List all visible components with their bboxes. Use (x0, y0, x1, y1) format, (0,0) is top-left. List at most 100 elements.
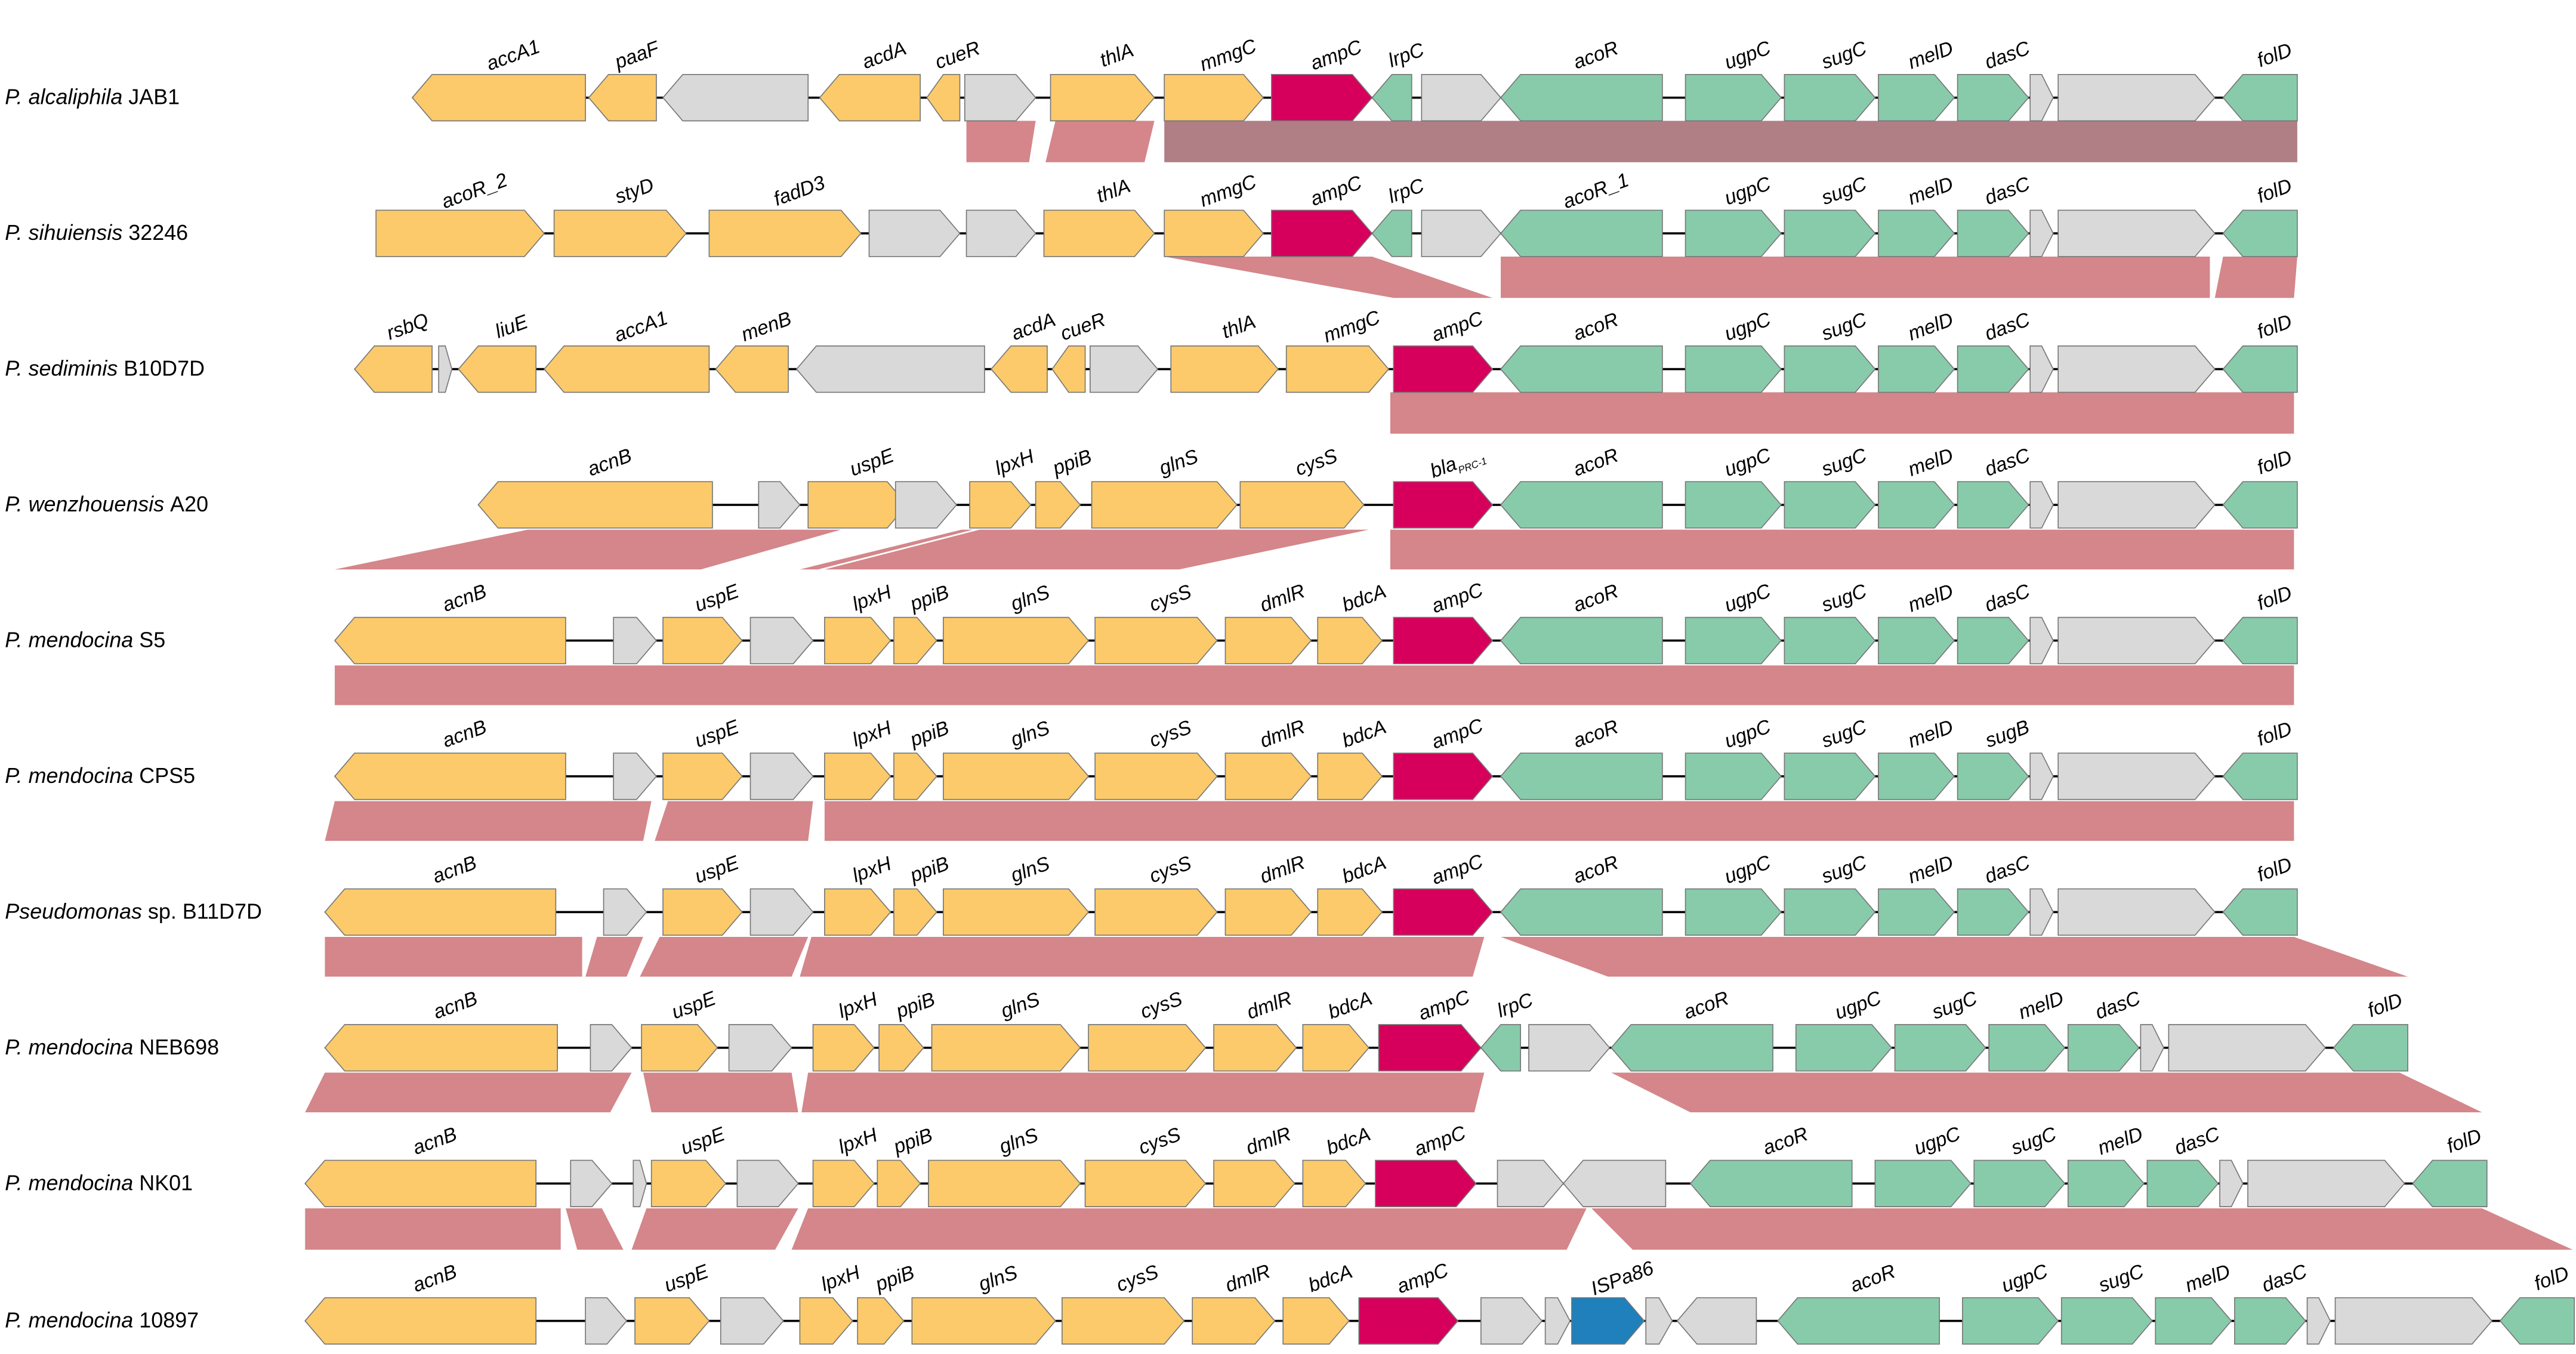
gene-label: ampC (1429, 579, 1486, 618)
gene-arrow (1090, 345, 1159, 393)
gene-arrow (1962, 1297, 2059, 1345)
gene-arrow (1784, 888, 1876, 936)
gene-arrow (2412, 1159, 2488, 1207)
gene-label: ppiB (872, 1262, 917, 1296)
gene-arrow (1500, 616, 1663, 665)
species-name: P. mendocina (5, 1035, 133, 1059)
gene-label: folD (2254, 446, 2295, 479)
gene-arrow (1685, 752, 1782, 800)
gene-arrow (1528, 1024, 1611, 1072)
gene-arrow (543, 345, 710, 393)
gene-arrow (324, 888, 557, 936)
homology-band (325, 801, 652, 841)
gene-label: dasC (1982, 851, 2033, 888)
species-name: Pseudomonas (5, 899, 142, 923)
gene-arrow (2057, 345, 2216, 393)
gene-arrow (1050, 73, 1155, 122)
species-name: P. alcaliphila (5, 85, 122, 109)
gene-arrow (304, 1159, 537, 1207)
gene-arrow (812, 1024, 875, 1072)
gene-label: acnB (410, 1260, 460, 1297)
gene-label: acnB (440, 716, 490, 752)
gene-label: acdA (859, 37, 909, 73)
gene-label: acoR (1847, 1260, 1898, 1297)
gene-arrow (1685, 209, 1782, 257)
gene-arrow (1224, 616, 1312, 665)
gene-label: sugC (1819, 37, 1870, 74)
gene-label: melD (1905, 444, 1956, 480)
homology-band (1045, 121, 1155, 162)
gene-label: dasC (2259, 1260, 2310, 1297)
gene-arrow (1088, 1024, 1207, 1072)
gene-arrow (1371, 209, 1412, 257)
gene-label: ampC (1307, 171, 1365, 211)
homology-band (1591, 1208, 2573, 1250)
gene-arrow (324, 1024, 558, 1072)
gene-arrow (2219, 1159, 2244, 1207)
gene-label: ampC (1429, 714, 1486, 754)
gene-label: melD (1905, 852, 1956, 888)
gene-label: sugC (1819, 715, 1870, 752)
gene-arrow (928, 1159, 1081, 1207)
homology-band (824, 529, 1369, 570)
gene-arrow (634, 1297, 710, 1345)
gene-arrow (2334, 1297, 2493, 1345)
gene-arrow (1777, 1297, 1941, 1345)
gene-arrow (1611, 1024, 1773, 1072)
gene-arrow (1894, 1024, 1986, 1072)
species-name: P. sihuiensis (5, 220, 122, 245)
gene-label: bdcA (1306, 1260, 1356, 1297)
gene-arrow (2234, 1297, 2306, 1345)
gene-arrow (1164, 73, 1264, 122)
homology-band (335, 529, 841, 570)
gene-arrow (354, 345, 433, 393)
gene-label: ppiB (907, 717, 952, 751)
gene-arrow (1957, 481, 2029, 529)
gene-arrow (812, 1159, 875, 1207)
homology-band (1164, 121, 2297, 162)
strain-name: NEB698 (139, 1035, 219, 1059)
gene-label: dasC (1982, 172, 2033, 209)
strain-name: B10D7D (124, 356, 205, 381)
gene-label: melD (1905, 309, 1956, 345)
gene-arrow (990, 345, 1048, 393)
gene-arrow (2029, 888, 2054, 936)
gene-label: ampC (1429, 850, 1486, 890)
gene-arrow (1051, 345, 1086, 393)
gene-arrow (1393, 345, 1494, 393)
gene-label: melD (1905, 580, 1956, 616)
gene-name: bla (1427, 453, 1460, 483)
gene-label: ugpC (1722, 172, 1774, 209)
gene-label: acoR (1571, 444, 1621, 480)
homology-band (824, 801, 2294, 841)
gene-arrow (2306, 1297, 2331, 1345)
gene-label: lrpC (1386, 39, 1428, 72)
gene-arrow (1393, 752, 1494, 800)
gene-arrow (1500, 752, 1663, 800)
gene-arrow (1224, 888, 1312, 936)
gene-label: lpxH (835, 1124, 881, 1158)
species-label: P. mendocina NEB698 (5, 1035, 219, 1059)
strain-name: CPS5 (139, 763, 195, 788)
gene-label: mmgC (1197, 35, 1260, 76)
gene-label: dasC (1982, 580, 2033, 617)
gene-arrow (893, 752, 937, 800)
gene-arrow (1084, 1159, 1207, 1207)
gene-arrow (1393, 888, 1494, 936)
gene-arrow (1784, 73, 1876, 122)
gene-arrow (749, 616, 814, 665)
gene-label: thlA (1094, 175, 1133, 207)
gene-label: ampC (1411, 1121, 1469, 1161)
gene-label: sugC (1819, 580, 1870, 617)
gene-arrow (807, 481, 908, 529)
gene-arrow (1957, 616, 2029, 665)
species-label: P. mendocina 10897 (5, 1308, 199, 1333)
gene-label: lrpC (1494, 989, 1537, 1022)
gene-arrow (458, 345, 537, 393)
gene-label: folD (2531, 1262, 2572, 1295)
gene-label: cysS (1137, 988, 1185, 1023)
gene-label: bdcA (1339, 716, 1389, 752)
homology-band (631, 1208, 798, 1250)
gene-arrow (662, 616, 743, 665)
gene-arrow (1988, 1024, 2066, 1072)
